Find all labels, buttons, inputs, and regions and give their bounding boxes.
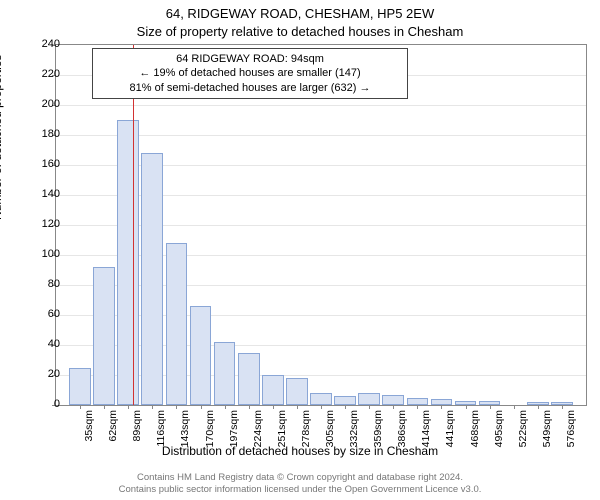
x-tick [514, 405, 515, 409]
x-tick-label: 170sqm [204, 410, 216, 447]
x-tick-label: 386sqm [396, 410, 408, 447]
x-tick-label: 143sqm [179, 410, 191, 447]
histogram-bar [382, 395, 404, 406]
x-tick [201, 405, 202, 409]
x-tick [417, 405, 418, 409]
histogram-bar [310, 393, 332, 405]
attribution-line1: Contains HM Land Registry data © Crown c… [0, 472, 600, 484]
y-tick-label: 160 [30, 158, 60, 170]
histogram-bar [141, 153, 163, 405]
x-tick [297, 405, 298, 409]
x-tick [441, 405, 442, 409]
page-title-line1: 64, RIDGEWAY ROAD, CHESHAM, HP5 2EW [0, 6, 600, 21]
x-tick-label: 251sqm [276, 410, 288, 447]
x-tick [345, 405, 346, 409]
x-tick-label: 522sqm [517, 410, 529, 447]
x-tick [104, 405, 105, 409]
histogram-bar [190, 306, 212, 405]
histogram-bar [117, 120, 139, 405]
annotation-box: 64 RIDGEWAY ROAD: 94sqm ← 19% of detache… [92, 48, 408, 99]
y-tick-label: 220 [30, 68, 60, 80]
histogram-bar [407, 398, 429, 406]
y-tick-label: 100 [30, 248, 60, 260]
x-tick [490, 405, 491, 409]
histogram-bar [262, 375, 284, 405]
x-tick [321, 405, 322, 409]
x-tick-label: 359sqm [372, 410, 384, 447]
x-tick [80, 405, 81, 409]
x-tick-label: 62sqm [107, 410, 119, 442]
x-tick-label: 197sqm [228, 410, 240, 447]
y-tick-label: 60 [30, 308, 60, 320]
annotation-line2: ← 19% of detached houses are smaller (14… [97, 66, 403, 80]
x-tick [225, 405, 226, 409]
x-tick-label: 468sqm [469, 410, 481, 447]
marker-line [133, 45, 134, 405]
attribution-line2: Contains public sector information licen… [0, 484, 600, 496]
page-title-line2: Size of property relative to detached ho… [0, 24, 600, 39]
x-tick [249, 405, 250, 409]
annotation-line1: 64 RIDGEWAY ROAD: 94sqm [97, 52, 403, 66]
gridline [56, 105, 586, 106]
x-tick [562, 405, 563, 409]
x-tick [538, 405, 539, 409]
histogram-bar [358, 393, 380, 405]
histogram-bar [166, 243, 188, 405]
x-tick-label: 576sqm [565, 410, 577, 447]
attribution: Contains HM Land Registry data © Crown c… [0, 472, 600, 496]
histogram-bar [214, 342, 236, 405]
y-tick-label: 80 [30, 278, 60, 290]
x-tick [152, 405, 153, 409]
histogram-bar [93, 267, 115, 405]
x-tick-label: 89sqm [131, 410, 143, 442]
x-tick-label: 414sqm [420, 410, 432, 447]
x-tick-label: 224sqm [252, 410, 264, 447]
y-tick-label: 40 [30, 338, 60, 350]
x-tick [393, 405, 394, 409]
x-tick [369, 405, 370, 409]
histogram-bar [69, 368, 91, 406]
histogram-bar [286, 378, 308, 405]
y-tick-label: 240 [30, 38, 60, 50]
x-tick-label: 332sqm [348, 410, 360, 447]
x-tick-label: 549sqm [541, 410, 553, 447]
x-tick [273, 405, 274, 409]
histogram-bar [238, 353, 260, 406]
annotation-line3: 81% of semi-detached houses are larger (… [97, 81, 403, 95]
y-tick-label: 140 [30, 188, 60, 200]
y-tick-label: 20 [30, 368, 60, 380]
x-tick [466, 405, 467, 409]
x-tick-label: 35sqm [83, 410, 95, 442]
histogram-bar [334, 396, 356, 405]
y-tick-label: 0 [30, 398, 60, 410]
x-tick-label: 441sqm [444, 410, 456, 447]
x-tick-label: 305sqm [324, 410, 336, 447]
x-tick-label: 116sqm [155, 410, 167, 447]
y-axis-label: Number of detached properties [0, 55, 4, 220]
x-tick-label: 278sqm [300, 410, 312, 447]
x-tick [128, 405, 129, 409]
y-tick-label: 200 [30, 98, 60, 110]
y-tick-label: 180 [30, 128, 60, 140]
y-tick-label: 120 [30, 218, 60, 230]
x-tick [176, 405, 177, 409]
x-tick-label: 495sqm [493, 410, 505, 447]
